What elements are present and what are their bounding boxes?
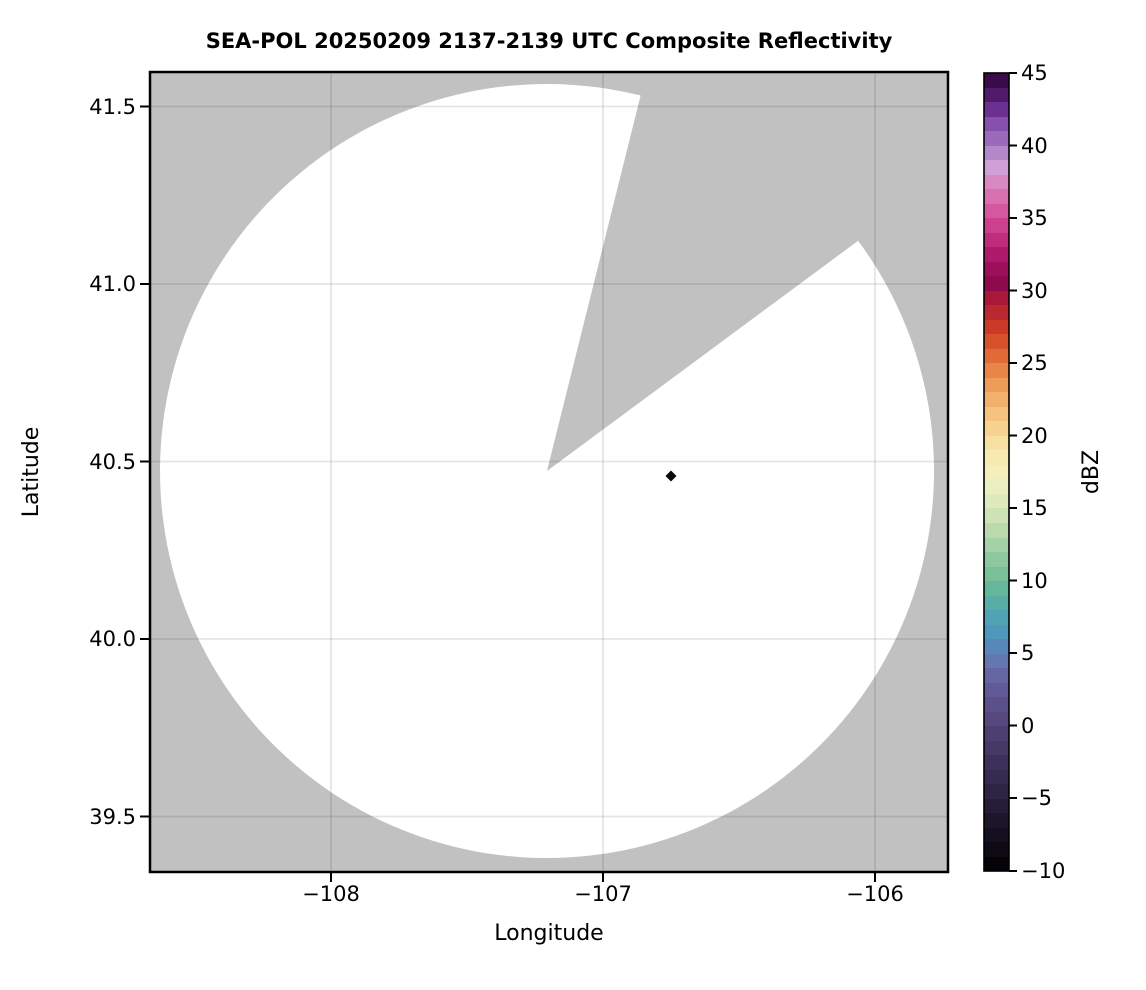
colorbar-tick-label: 40 (1021, 133, 1048, 158)
colorbar-band (984, 435, 1009, 451)
colorbar (984, 73, 1009, 872)
colorbar-band (984, 552, 1009, 567)
colorbar-tick-label: 20 (1021, 423, 1048, 448)
colorbar-band (984, 232, 1009, 248)
colorbar-band (984, 755, 1009, 770)
colorbar-tick-label: 15 (1021, 496, 1048, 520)
echo-point (665, 470, 677, 482)
colorbar-band (984, 334, 1009, 349)
colorbar-tick-label: 35 (1021, 206, 1048, 230)
colorbar-band (984, 740, 1009, 756)
y-axis-label: Latitude (19, 426, 44, 518)
colorbar-tick-label: 0 (1021, 713, 1035, 738)
colorbar-tick-label: 30 (1021, 278, 1048, 303)
colorbar-band (984, 276, 1009, 291)
colorbar-tick-label: 5 (1021, 641, 1035, 665)
colorbar-band (984, 595, 1009, 611)
colorbar-band (984, 697, 1009, 712)
chart-title: SEA-POL 20250209 2137-2139 UTC Composite… (205, 29, 893, 53)
grid (150, 72, 948, 872)
x-tick-label: −107 (574, 882, 632, 906)
colorbar-band (984, 726, 1009, 741)
colorbar-band (984, 479, 1009, 494)
plot-border (148, 70, 950, 874)
y-tick-label: 40.5 (89, 449, 136, 474)
colorbar-band (984, 610, 1009, 625)
colorbar-tick-label: −10 (1021, 859, 1066, 883)
colorbar-band (984, 290, 1009, 306)
x-axis-ticks (330, 873, 876, 882)
colorbar-band (984, 261, 1009, 277)
colorbar-band (984, 348, 1009, 364)
colorbar-band (984, 813, 1009, 828)
y-tick-label: 41.0 (89, 272, 136, 296)
colorbar-band (984, 145, 1009, 161)
colorbar-tick-label: 45 (1021, 61, 1048, 85)
colorbar-band (984, 769, 1009, 785)
colorbar-band (984, 522, 1009, 538)
no-data-region (150, 72, 948, 872)
colorbar-band (984, 377, 1009, 393)
colorbar-band (984, 218, 1009, 233)
colorbar-ticks (1009, 72, 1017, 872)
colorbar-band (984, 305, 1009, 320)
y-tick-label: 39.5 (89, 804, 136, 829)
colorbar-band (984, 363, 1009, 378)
y-axis-ticks (140, 105, 149, 818)
colorbar-band (984, 827, 1009, 843)
colorbar-band (984, 581, 1009, 596)
colorbar-band (984, 160, 1009, 175)
colorbar-tick-label: −5 (1021, 786, 1052, 810)
colorbar-band (984, 493, 1009, 509)
colorbar-band (984, 421, 1009, 436)
colorbar-band (984, 450, 1009, 465)
x-axis-label: Longitude (494, 921, 604, 946)
colorbar-band (984, 682, 1009, 698)
colorbar-band (984, 668, 1009, 683)
colorbar-band (984, 784, 1009, 799)
colorbar-band (984, 566, 1009, 582)
colorbar-band (984, 624, 1009, 640)
colorbar-band (984, 189, 1009, 204)
colorbar-band (984, 639, 1009, 654)
x-tick-label: −106 (846, 882, 904, 906)
y-tick-label: 40.0 (89, 627, 136, 651)
colorbar-band (984, 73, 1009, 88)
x-tick-label: −108 (302, 882, 360, 906)
colorbar-band (984, 131, 1009, 146)
colorbar-tick-label: 10 (1021, 568, 1048, 593)
colorbar-band (984, 653, 1009, 669)
colorbar-band (984, 856, 1009, 872)
colorbar-label: dBZ (1079, 449, 1104, 495)
colorbar-band (984, 247, 1009, 262)
colorbar-band (984, 102, 1009, 117)
colorbar-band (984, 711, 1009, 727)
colorbar-band (984, 174, 1009, 190)
colorbar-band (984, 116, 1009, 132)
colorbar-band (984, 798, 1009, 814)
colorbar-band (984, 203, 1009, 219)
colorbar-band (984, 508, 1009, 523)
colorbar-band (984, 464, 1009, 480)
colorbar-tick-label: 25 (1021, 351, 1048, 375)
radar-coverage-area (160, 84, 935, 859)
y-tick-label: 41.5 (89, 94, 136, 119)
colorbar-band (984, 842, 1009, 857)
colorbar-band (984, 319, 1009, 335)
colorbar-band (984, 537, 1009, 553)
colorbar-band (984, 406, 1009, 422)
colorbar-band (984, 392, 1009, 407)
colorbar-band (984, 87, 1009, 103)
